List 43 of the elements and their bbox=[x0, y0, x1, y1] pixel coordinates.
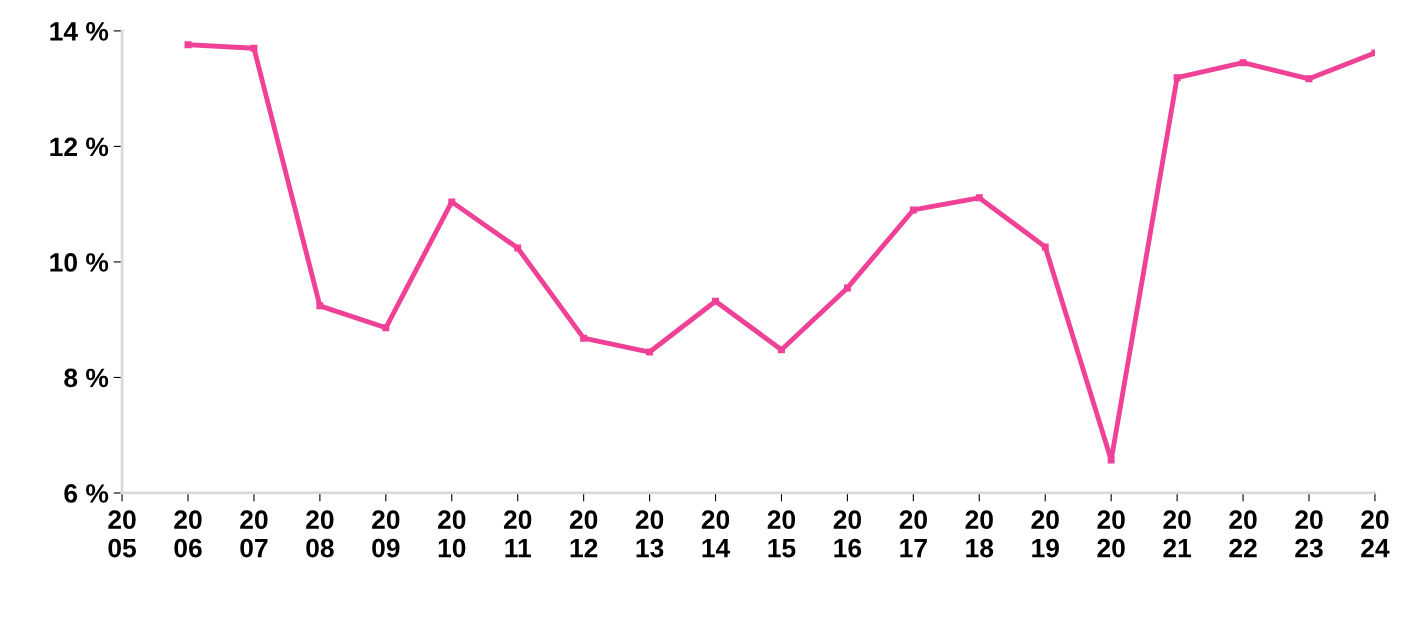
x-tick-label: 2023 bbox=[1295, 510, 1323, 558]
x-tick-label: 2011 bbox=[503, 510, 532, 558]
x-tick-label: 2018 bbox=[965, 510, 994, 558]
x-tick-label: 2015 bbox=[767, 510, 796, 558]
x-tick-label: 2016 bbox=[833, 510, 862, 558]
point bbox=[316, 302, 324, 310]
x-tick-label: 2014 bbox=[701, 510, 731, 558]
x-tick-label: 2009 bbox=[372, 510, 400, 558]
x-tick-label: 2005 bbox=[108, 510, 136, 558]
point bbox=[448, 198, 456, 206]
y-tick-label: 8 % bbox=[64, 368, 109, 388]
x-tick-label: 2024 bbox=[1361, 510, 1390, 558]
x-tick-label: 2006 bbox=[174, 510, 202, 558]
point bbox=[909, 206, 917, 214]
x-tick-label: 2022 bbox=[1229, 510, 1257, 558]
point bbox=[250, 44, 258, 52]
y-tick-label: 12 % bbox=[50, 137, 109, 157]
x-tick-label: 2010 bbox=[438, 510, 466, 558]
x-tick-label: 2021 bbox=[1163, 510, 1192, 558]
x-tick-label: 2012 bbox=[569, 510, 598, 558]
point bbox=[514, 244, 522, 252]
point bbox=[843, 284, 851, 292]
y-tick-label: 6 % bbox=[64, 484, 109, 503]
y-tick-label: 10 % bbox=[50, 253, 109, 272]
point bbox=[646, 348, 654, 356]
point bbox=[1041, 243, 1049, 251]
x-tick-label: 2008 bbox=[306, 510, 334, 558]
point bbox=[184, 41, 192, 49]
x-tick-label: 2007 bbox=[240, 510, 268, 558]
point bbox=[712, 297, 720, 305]
x-tick-label: 2017 bbox=[899, 510, 927, 558]
y-tick-label: 14 % bbox=[50, 22, 109, 41]
x-tick-label: 2013 bbox=[635, 510, 664, 558]
point bbox=[1239, 59, 1247, 67]
x-tick-label: 2020 bbox=[1097, 510, 1125, 558]
point bbox=[1173, 74, 1181, 82]
point bbox=[777, 346, 785, 354]
point bbox=[1107, 456, 1115, 464]
x-tick-label: 2019 bbox=[1031, 510, 1059, 558]
point bbox=[382, 324, 390, 332]
point bbox=[1305, 75, 1313, 83]
point bbox=[580, 334, 588, 342]
point bbox=[975, 194, 983, 202]
